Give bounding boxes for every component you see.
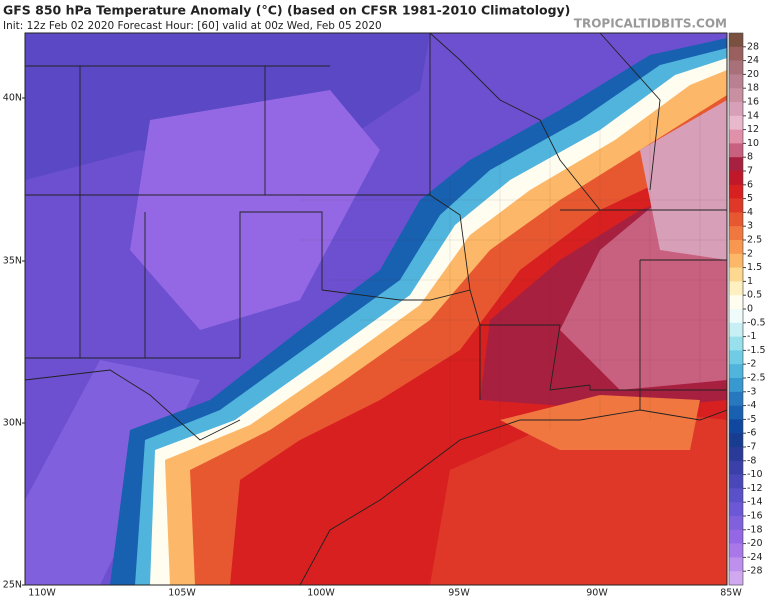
lon-label: 110W [28, 588, 56, 599]
colorbar-label: -4 [747, 400, 756, 411]
colorbar-swatch [729, 516, 743, 531]
colorbar-label: 5 [747, 193, 753, 204]
lon-label: 100W [307, 588, 335, 599]
colorbar-swatch [729, 364, 743, 379]
colorbar-label: -24 [747, 552, 763, 563]
colorbar-label: -3 [747, 386, 756, 397]
colorbar-swatch [729, 157, 743, 172]
subtitle: Init: 12z Feb 02 2020 Forecast Hour: [60… [3, 20, 382, 32]
colorbar-swatch [729, 171, 743, 186]
lat-label: 30N [3, 418, 22, 429]
colorbar-label: 0.5 [747, 290, 762, 301]
colorbar-swatch [729, 350, 743, 365]
colorbar-swatch [729, 433, 743, 448]
colorbar-swatch [729, 322, 743, 337]
colorbar-swatch [729, 571, 743, 586]
colorbar-swatch [729, 212, 743, 227]
colorbar-swatch [729, 88, 743, 103]
colorbar-swatch [729, 267, 743, 282]
colorbar-swatch [729, 529, 743, 544]
colorbar-label: 6 [747, 179, 753, 190]
colorbar-label: -7 [747, 442, 756, 453]
colorbar-label: -5 [747, 414, 756, 425]
map-frame [24, 32, 728, 586]
colorbar-label: -12 [747, 483, 763, 494]
colorbar-label: 12 [747, 124, 759, 135]
colorbar-label: 1 [747, 276, 753, 287]
colorbar-swatch [729, 143, 743, 158]
colorbar-label: 24 [747, 55, 759, 66]
colorbar-swatch [729, 60, 743, 75]
colorbar-label: 2 [747, 248, 753, 259]
colorbar-swatch [729, 240, 743, 255]
colorbar-label: -10 [747, 469, 763, 480]
lat-label: 40N [3, 93, 22, 104]
colorbar-label: 0 [747, 304, 753, 315]
colorbar-swatch [729, 474, 743, 489]
lat-label: 25N [3, 580, 22, 591]
colorbar-swatch [729, 129, 743, 144]
colorbar-label: -2 [747, 359, 756, 370]
colorbar-label: 2.5 [747, 235, 762, 246]
lon-label: 105W [168, 588, 196, 599]
colorbar-swatch [729, 115, 743, 130]
colorbar-swatch [729, 460, 743, 475]
colorbar-swatch [729, 543, 743, 558]
colorbar-swatch [729, 33, 743, 48]
colorbar-swatch [729, 419, 743, 434]
colorbar-label: -8 [747, 455, 756, 466]
colorbar-label: 28 [747, 41, 759, 52]
colorbar-label: 1.5 [747, 262, 762, 273]
colorbar-swatch [729, 309, 743, 324]
colorbar-swatch [729, 405, 743, 420]
colorbar-swatch [729, 198, 743, 213]
colorbar-swatch [729, 102, 743, 117]
colorbar-label: 20 [747, 69, 759, 80]
colorbar-swatch [729, 391, 743, 406]
colorbar-label: -20 [747, 538, 763, 549]
colorbar-swatch [729, 184, 743, 199]
title: GFS 850 hPa Temperature Anomaly (°C) (ba… [3, 3, 570, 18]
colorbar-label: -1.5 [747, 345, 766, 356]
colorbar-label: 18 [747, 83, 759, 94]
lon-label: 85W [720, 588, 742, 599]
colorbar-label: -6 [747, 428, 756, 439]
colorbar-swatch [729, 226, 743, 241]
colorbar-label: -2.5 [747, 373, 766, 384]
colorbar-swatch [729, 253, 743, 268]
colorbar-label: -28 [747, 566, 763, 577]
colorbar-swatch [729, 281, 743, 296]
lat-label: 35N [3, 256, 22, 267]
colorbar-swatch [729, 447, 743, 462]
lon-label: 90W [586, 588, 608, 599]
colorbar-swatch [729, 336, 743, 351]
colorbar-label: 14 [747, 110, 759, 121]
colorbar-label: -14 [747, 497, 763, 508]
site-label: TROPICALTIDBITS.COM [574, 17, 727, 31]
colorbar-label: -1 [747, 331, 756, 342]
colorbar-label: 7 [747, 166, 753, 177]
colorbar-label: 4 [747, 207, 753, 218]
colorbar-label: 8 [747, 152, 753, 163]
lon-label: 95W [448, 588, 470, 599]
colorbar-swatch [729, 557, 743, 572]
colorbar-label: 10 [747, 138, 759, 149]
colorbar-swatch [729, 488, 743, 503]
colorbar-swatch [729, 502, 743, 517]
colorbar-label: -18 [747, 524, 763, 535]
colorbar-label: 3 [747, 221, 753, 232]
colorbar-swatch [729, 74, 743, 89]
map-field [25, 33, 727, 585]
colorbar-swatch [729, 378, 743, 393]
colorbar-swatch [729, 295, 743, 310]
colorbar-swatch [729, 46, 743, 61]
colorbar-label: 16 [747, 97, 759, 108]
colorbar-label: -0.5 [747, 317, 766, 328]
colorbar-label: -16 [747, 511, 763, 522]
